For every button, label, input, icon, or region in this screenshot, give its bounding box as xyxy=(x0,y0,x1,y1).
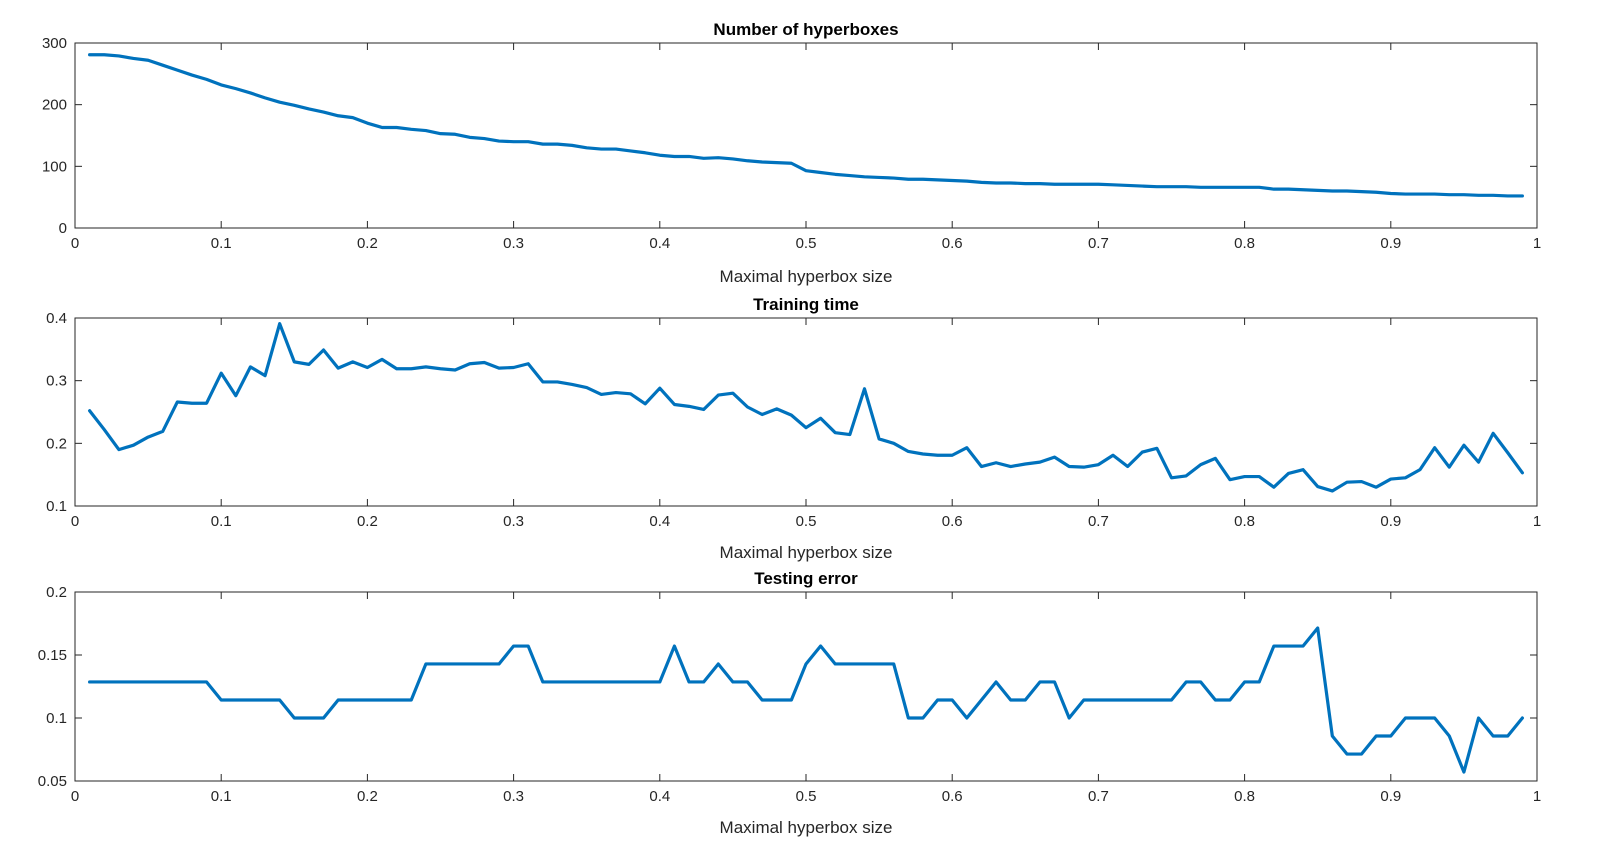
x-tick-label: 0.8 xyxy=(1234,235,1255,252)
y-tick-label: 0.1 xyxy=(46,710,67,727)
x-tick-label: 0.6 xyxy=(942,788,963,805)
x-tick-label: 0.4 xyxy=(649,513,670,530)
x-tick-label: 0.2 xyxy=(357,513,378,530)
x-tick-label: 0.2 xyxy=(357,788,378,805)
y-tick-label: 0 xyxy=(59,220,67,237)
x-tick-label: 0.1 xyxy=(211,235,232,252)
x-tick-label: 0.1 xyxy=(211,788,232,805)
subplot-hyperboxes: Number of hyperboxes Maximal hyperbox si… xyxy=(42,20,1541,286)
x-tick-label: 1 xyxy=(1533,513,1541,530)
ticks: 0 0.1 0.2 0.3 0.4 0.5 0.6 0.7 0.8 0.9 1 0.05 0.1 0.15… xyxy=(38,584,1541,805)
y-tick-label: 0.15 xyxy=(38,647,67,664)
x-tick-label: 0.7 xyxy=(1088,513,1109,530)
y-tick-label: 0.4 xyxy=(46,310,67,327)
x-tick-label: 0.4 xyxy=(649,235,670,252)
x-axis-label: Maximal hyperbox size xyxy=(720,267,893,286)
x-tick-label: 0.7 xyxy=(1088,235,1109,252)
chart-title: Training time xyxy=(753,295,859,314)
x-tick-label: 0.9 xyxy=(1380,235,1401,252)
y-tick-label: 200 xyxy=(42,97,67,114)
chart-title: Number of hyperboxes xyxy=(713,20,898,39)
ticks: 0 0.1 0.2 0.3 0.4 0.5 0.6 0.7 0.8 0.9 10.10.20.30.… xyxy=(46,310,1541,530)
x-axis-label: Maximal hyperbox size xyxy=(720,818,893,837)
x-tick-label: 0.6 xyxy=(942,235,963,252)
y-tick-label: 300 xyxy=(42,35,67,52)
plot-area xyxy=(74,591,1538,782)
x-tick-label: 0.3 xyxy=(503,513,524,530)
x-tick-label: 0.5 xyxy=(796,788,817,805)
y-tick-label: 0.1 xyxy=(46,498,67,515)
plot-area xyxy=(74,317,1538,507)
series-line xyxy=(88,53,1524,198)
series-line xyxy=(88,322,1524,493)
x-axis-label: Maximal hyperbox size xyxy=(720,543,893,562)
y-tick-label: 0.2 xyxy=(46,435,67,452)
chart-title: Testing error xyxy=(754,569,858,588)
x-tick-label: 1 xyxy=(1533,235,1541,252)
x-tick-label: 0 xyxy=(71,788,79,805)
x-tick-label: 0.7 xyxy=(1088,788,1109,805)
series-marks xyxy=(88,322,1524,493)
x-tick-label: 0.3 xyxy=(503,235,524,252)
x-tick-label: 0.1 xyxy=(211,513,232,530)
y-tick-label: 100 xyxy=(42,158,67,175)
series-line xyxy=(88,626,1524,774)
y-tick-label: 0.2 xyxy=(46,584,67,601)
x-tick-label: 1 xyxy=(1533,788,1541,805)
series-marks xyxy=(88,626,1524,774)
x-tick-label: 0.2 xyxy=(357,235,378,252)
subplot-training-time: Training time Maximal hyperbox size 0 0.1… xyxy=(46,295,1541,562)
x-tick-label: 0 xyxy=(71,235,79,252)
x-tick-label: 0.3 xyxy=(503,788,524,805)
x-tick-label: 0.5 xyxy=(796,235,817,252)
x-tick-label: 0.9 xyxy=(1380,788,1401,805)
subplot-testing-error: Testing error Maximal hyperbox size 0 0.1… xyxy=(38,569,1541,837)
plot-area xyxy=(74,42,1538,229)
ticks: 0 0.1 0.2 0.3 0.4 0.5 0.6 0.7 0.8 0.9 1 0 100 200 300 xyxy=(42,35,1541,252)
x-tick-label: 0.5 xyxy=(796,513,817,530)
series-marks xyxy=(88,53,1524,198)
y-tick-label: 0.3 xyxy=(46,373,67,390)
x-tick-label: 0.8 xyxy=(1234,788,1255,805)
x-tick-label: 0 xyxy=(71,513,79,530)
x-tick-label: 0.9 xyxy=(1380,513,1401,530)
x-tick-label: 0.8 xyxy=(1234,513,1255,530)
x-tick-label: 0.6 xyxy=(942,513,963,530)
x-tick-label: 0.4 xyxy=(649,788,670,805)
y-tick-label: 0.05 xyxy=(38,773,67,790)
